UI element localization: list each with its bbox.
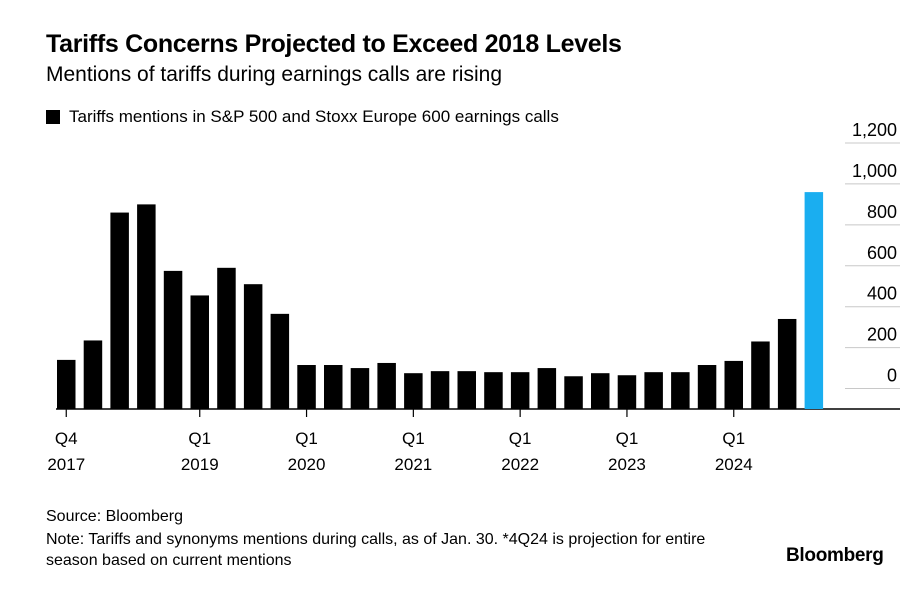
x-tick-year: 2019 (181, 455, 219, 474)
bar (510, 372, 530, 409)
bloomberg-logo: Bloomberg (786, 545, 884, 566)
x-tick-quarter: Q4 (55, 429, 78, 448)
y-tick-label: 800 (867, 202, 897, 222)
bar-projection (804, 192, 824, 409)
x-tick-year: 2017 (47, 455, 85, 474)
y-tick-label: 400 (867, 284, 897, 304)
bar (404, 373, 423, 409)
x-tick-quarter: Q1 (188, 429, 211, 448)
y-tick-label: 0 (887, 366, 897, 386)
bar (83, 340, 103, 409)
bar (57, 359, 76, 409)
bar (270, 313, 290, 409)
bar (591, 373, 610, 409)
bar (537, 368, 557, 409)
bar (350, 368, 370, 409)
legend-label: Tariffs mentions in S&P 500 and Stoxx Eu… (69, 107, 559, 126)
x-tick-year: 2024 (715, 455, 753, 474)
bar (644, 372, 663, 409)
x-tick-quarter: Q1 (616, 429, 639, 448)
x-tick-quarter: Q1 (509, 429, 532, 448)
x-tick-quarter: Q1 (402, 429, 425, 448)
legend: Tariffs mentions in S&P 500 and Stoxx Eu… (46, 107, 559, 127)
bar (324, 365, 343, 409)
bar (243, 284, 263, 409)
bar (564, 376, 583, 409)
bar (297, 365, 316, 409)
legend-swatch (46, 110, 60, 124)
y-tick-label: 1,000 (852, 161, 897, 181)
source-text: Source: Bloomberg (46, 508, 183, 525)
bar (777, 318, 797, 409)
bar (457, 371, 476, 409)
grid-lines (56, 142, 900, 410)
bar (137, 204, 156, 409)
x-tick-year: 2022 (501, 455, 539, 474)
y-tick-label: 1,200 (852, 120, 897, 140)
bar (671, 372, 690, 409)
bars (57, 192, 824, 409)
y-tick-label: 600 (867, 243, 897, 263)
y-tick-label: 200 (867, 325, 897, 345)
x-tick-year: 2021 (394, 455, 432, 474)
bar (697, 365, 717, 409)
bar (724, 360, 743, 409)
x-tick-year: 2020 (288, 455, 326, 474)
bar (377, 362, 396, 409)
y-tick-labels: 0 200 400 600 800 1,000 1,200 (852, 120, 897, 386)
bar (163, 270, 183, 409)
chart-subtitle: Mentions of tariffs during earnings call… (46, 63, 503, 86)
bar (217, 267, 236, 409)
bar (484, 372, 503, 409)
x-tick-labels: Q4 2017 Q1 2019 Q1 2020 Q1 2021 Q1 2022 Q1 2023 Q1 20… (47, 409, 753, 474)
chart-title: Tariffs Concerns Projected to Exceed 201… (46, 30, 622, 58)
bar (617, 375, 637, 409)
note-text: Note: Tariffs and synonyms mentions duri… (46, 531, 706, 569)
bar (110, 212, 129, 409)
bar (751, 341, 770, 409)
x-tick-quarter: Q1 (295, 429, 318, 448)
bar (430, 371, 450, 409)
x-tick-quarter: Q1 (722, 429, 745, 448)
bar (190, 295, 209, 409)
x-tick-year: 2023 (608, 455, 646, 474)
